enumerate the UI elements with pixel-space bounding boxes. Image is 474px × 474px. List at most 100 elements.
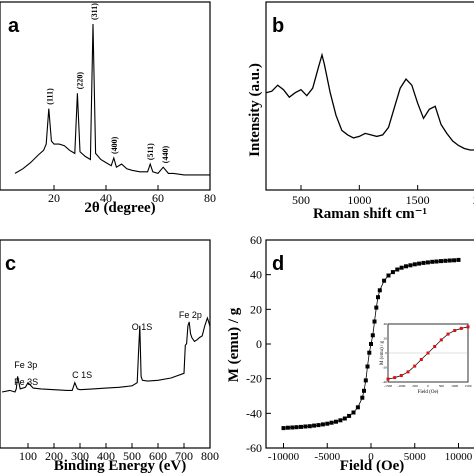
x-tick-label: 400 <box>97 449 115 463</box>
raman-spectrum-line <box>265 52 474 151</box>
data-point <box>417 261 422 266</box>
data-point <box>456 257 461 262</box>
x-tick-label: 800 <box>201 449 219 463</box>
data-point <box>351 410 356 415</box>
data-point <box>294 425 299 430</box>
inset-x-axis-label: Field (Oe) <box>418 390 439 395</box>
panel-c-frame <box>0 239 211 449</box>
panel-d-label: d <box>272 253 284 275</box>
panel-a-x-axis-label: 2θ (degree) <box>84 200 155 216</box>
inset-plot: -1500 -1000 -500 0 500 1000 1500 -40 -20 0 20 40 Fi… <box>380 322 472 395</box>
xrd-pattern-line <box>14 23 210 176</box>
x-tick-label: 500 <box>123 449 141 463</box>
data-point <box>320 422 325 427</box>
x-tick-label: 1000 <box>347 193 371 207</box>
inset-data-point <box>426 351 430 355</box>
data-point <box>377 288 382 293</box>
x-tick-label: 600 <box>149 449 167 463</box>
data-point <box>281 426 286 431</box>
inset-x-tick-label: -500 <box>411 384 418 388</box>
data-point <box>285 425 290 430</box>
x-tick-label: -5000 <box>314 451 340 463</box>
inset-x-tick-label: 1000 <box>451 384 458 388</box>
data-point <box>316 423 321 428</box>
panel-a-label: a <box>8 15 20 37</box>
x-tick-label: 0 <box>368 451 374 463</box>
x-tick-label: 1500 <box>406 193 430 207</box>
inset-y-tick-label: 40 <box>384 322 388 326</box>
peak-label: (400) <box>110 136 119 154</box>
inset-data-point <box>406 370 410 374</box>
x-tick-label: 40 <box>100 191 112 205</box>
data-point <box>290 425 295 430</box>
panel-d: d -10000 -5000 0 5000 10000-60-40-200204060 … <box>226 233 474 474</box>
inset-data-point <box>413 364 417 368</box>
inset-data-point <box>446 332 450 336</box>
data-point <box>412 262 417 267</box>
inset-data-point <box>393 376 397 380</box>
peak-label: (440) <box>161 146 170 164</box>
inset-x-tick-label: 0 <box>427 384 429 388</box>
data-point <box>443 258 448 263</box>
data-point <box>342 416 347 421</box>
y-tick-label: 40 <box>250 268 262 282</box>
peak-label: O 1S <box>132 322 153 332</box>
panel-d-x-axis-label: Field (Oe) <box>340 458 405 474</box>
peak-label: (511) <box>146 143 155 160</box>
data-point <box>299 424 303 429</box>
data-point <box>372 319 377 324</box>
data-point <box>370 333 375 338</box>
panel-a-frame <box>0 1 211 191</box>
x-tick-label: 500 <box>292 193 310 207</box>
inset-data-point <box>399 374 403 377</box>
inset-x-tick-label: 1500 <box>465 384 472 388</box>
y-tick-label: 20 <box>250 302 262 316</box>
data-point <box>360 395 365 400</box>
data-point <box>425 260 430 265</box>
data-point <box>447 258 452 263</box>
y-tick-label: 60 <box>250 233 262 247</box>
x-tick-label: 5000 <box>404 451 427 463</box>
inset-x-tick-label: -1500 <box>384 384 392 388</box>
panel-d-y-axis-label: M (emu) / g <box>226 307 242 382</box>
x-tick-label: 200 <box>45 449 63 463</box>
panel-c-x-axis-label: Binding Energy (eV) <box>54 458 187 474</box>
data-point <box>325 421 330 426</box>
x-tick-label: -10000 <box>268 451 300 463</box>
inset-data-point <box>439 338 443 342</box>
panel-c: c Fe 3p Fe 3S C 1S O 1S Fe 2p 100 200 300 400 50… <box>0 239 219 474</box>
x-tick-label: 300 <box>71 449 89 463</box>
data-point <box>439 259 443 264</box>
x-tick-label: 20 <box>48 191 60 205</box>
data-point <box>452 258 457 263</box>
y-tick-label: -60 <box>246 441 262 455</box>
panel-a: a (111) (220) (311) (400) (511) (440) 20 40 60 8… <box>0 1 216 216</box>
inset-data-point <box>466 325 470 329</box>
data-point <box>376 295 380 300</box>
y-tick-label: -20 <box>246 372 262 386</box>
peak-label: Fe 3p <box>14 360 37 370</box>
panel-b-y-axis-label: Intensity (a.u.) <box>247 63 263 157</box>
data-point <box>395 267 400 272</box>
x-tick-label: 100 <box>19 449 37 463</box>
panel-b-x-axis-label: Raman shift cm⁻¹ <box>313 206 427 222</box>
x-tick-label: 10000 <box>445 451 473 463</box>
data-point <box>303 424 308 429</box>
peak-label: (220) <box>76 72 85 90</box>
peak-label: Fe 2p <box>179 310 202 320</box>
data-point <box>329 420 334 425</box>
data-point <box>390 270 395 275</box>
inset-y-tick-label: 20 <box>384 337 388 341</box>
data-point <box>369 342 373 346</box>
data-point <box>404 264 408 269</box>
inset-y-axis-label: M (emu) / g <box>380 340 385 365</box>
data-point <box>347 413 352 418</box>
data-point <box>399 265 404 270</box>
data-point <box>367 350 372 355</box>
y-tick-label: 0 <box>256 337 262 351</box>
peak-label: Fe 3S <box>14 377 38 387</box>
data-point <box>386 273 391 278</box>
inset-y-tick-label: -20 <box>382 366 387 370</box>
data-point <box>363 378 368 383</box>
